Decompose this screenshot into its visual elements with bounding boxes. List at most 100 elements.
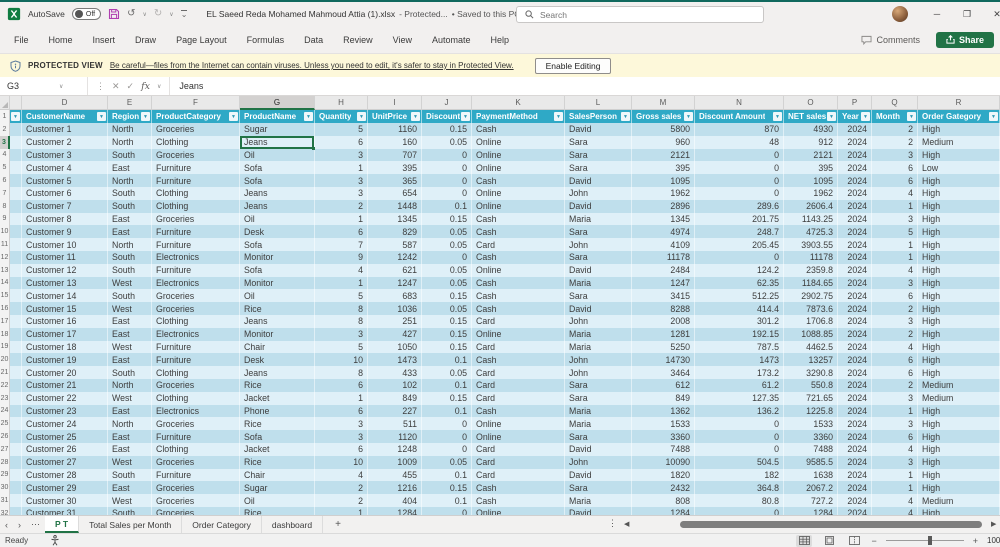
cell[interactable]: 4	[872, 442, 918, 456]
column-letter-E[interactable]: E	[108, 96, 152, 110]
cell[interactable]: 2008	[632, 314, 695, 328]
column-letter-R[interactable]: R	[918, 96, 1000, 110]
row-number-2[interactable]: 2	[0, 123, 10, 136]
save-icon[interactable]	[108, 8, 120, 20]
cell[interactable]: Customer 2	[22, 135, 108, 149]
cell[interactable]: Rice	[240, 506, 315, 515]
cell[interactable]	[10, 276, 22, 290]
cell[interactable]: Card	[472, 340, 565, 354]
cell[interactable]: 13257	[784, 353, 838, 367]
cell[interactable]: 10	[315, 353, 368, 367]
column-header[interactable]: Year ▼	[838, 110, 872, 123]
row-number-14[interactable]: 14	[0, 276, 10, 290]
cell[interactable]: 3360	[784, 430, 838, 443]
cell[interactable]: Customer 9	[22, 225, 108, 239]
cell[interactable]: High	[918, 327, 1000, 341]
select-all-corner[interactable]	[0, 96, 10, 110]
cell[interactable]: 3360	[632, 430, 695, 443]
cell[interactable]	[10, 174, 22, 187]
cell[interactable]: 511	[368, 417, 422, 431]
column-header[interactable]: Order Gategory ▼	[918, 110, 1000, 123]
cell[interactable]: Clothing	[152, 135, 240, 149]
cell[interactable]: Chair	[240, 340, 315, 354]
cell[interactable]: East	[108, 442, 152, 456]
cell[interactable]: South	[108, 289, 152, 303]
cell[interactable]: 829	[368, 225, 422, 239]
ribbon-tab-draw[interactable]: Draw	[135, 34, 157, 45]
cell[interactable]: David	[565, 506, 632, 515]
zoom-in-icon[interactable]: +	[972, 535, 978, 546]
column-header[interactable]: ProductCategory ▼	[152, 110, 240, 123]
cell[interactable]: 0	[695, 161, 784, 175]
zoom-out-icon[interactable]: −	[871, 535, 877, 546]
cell[interactable]: West	[108, 494, 152, 507]
cell[interactable]: Customer 29	[22, 481, 108, 495]
row-number-15[interactable]: 15	[0, 289, 10, 303]
cell[interactable]: 3	[315, 417, 368, 431]
cell[interactable]: North	[108, 378, 152, 392]
cell[interactable]: 2024	[838, 404, 872, 418]
cell[interactable]: Sara	[565, 161, 632, 175]
cell[interactable]: David	[565, 199, 632, 213]
cell[interactable]: High	[918, 442, 1000, 456]
cell[interactable]: Customer 31	[22, 506, 108, 515]
cell[interactable]: 427	[368, 327, 422, 341]
cell[interactable]: 912	[784, 135, 838, 149]
cell[interactable]: 5	[315, 123, 368, 136]
column-header[interactable]: UnitPrice ▼	[368, 110, 422, 123]
filter-icon[interactable]: ▼	[684, 112, 693, 121]
cell[interactable]: High	[918, 212, 1000, 226]
cell[interactable]: 10090	[632, 455, 695, 469]
cell[interactable]: East	[108, 353, 152, 367]
cell[interactable]: Cash	[472, 404, 565, 418]
cell[interactable]: 1533	[632, 417, 695, 431]
cell[interactable]: Groceries	[152, 289, 240, 303]
cell[interactable]: 1	[872, 238, 918, 251]
cell[interactable]	[10, 327, 22, 341]
cell[interactable]: 1	[315, 161, 368, 175]
cell[interactable]: Sara	[565, 378, 632, 392]
cell[interactable]: David	[565, 174, 632, 187]
cell[interactable]: Clothing	[152, 314, 240, 328]
cell[interactable]: 0.15	[422, 314, 472, 328]
cell[interactable]: 4974	[632, 225, 695, 239]
cell[interactable]: Customer 27	[22, 455, 108, 469]
cell[interactable]: 1036	[368, 302, 422, 315]
cell[interactable]: Furniture	[152, 430, 240, 443]
column-header[interactable]: PaymentMethod ▼	[472, 110, 565, 123]
cell[interactable]: 0.05	[422, 455, 472, 469]
cell[interactable]: Groceries	[152, 455, 240, 469]
cell[interactable]: 1160	[368, 123, 422, 136]
filter-icon[interactable]: ▼	[11, 112, 20, 121]
cell[interactable]: 2024	[838, 276, 872, 290]
sheet-tab-p-t[interactable]: P T	[45, 516, 80, 533]
cell[interactable]: Electronics	[152, 327, 240, 341]
cell[interactable]: 395	[784, 161, 838, 175]
row-number-8[interactable]: 8	[0, 199, 10, 213]
cell[interactable]: Rice	[240, 417, 315, 431]
zoom-slider-thumb[interactable]	[927, 536, 932, 545]
cell[interactable]: Online	[472, 199, 565, 213]
cell[interactable]: Maria	[565, 212, 632, 226]
cell[interactable]: Maria	[565, 276, 632, 290]
cell[interactable]: 8	[315, 302, 368, 315]
cell[interactable]: 707	[368, 148, 422, 162]
cell[interactable]: 1284	[368, 506, 422, 515]
minimize-icon[interactable]: ─	[933, 9, 941, 19]
cell[interactable]: 4	[872, 340, 918, 354]
cell[interactable]: Furniture	[152, 468, 240, 482]
cell[interactable]: 2	[872, 327, 918, 341]
cell[interactable]: 0	[422, 417, 472, 431]
cell[interactable]: Customer 12	[22, 263, 108, 277]
cell[interactable]: 1638	[784, 468, 838, 482]
cell[interactable]: South	[108, 148, 152, 162]
cell[interactable]: 7488	[784, 442, 838, 456]
cell[interactable]	[10, 417, 22, 431]
filter-icon[interactable]: ▼	[141, 112, 150, 121]
cell[interactable]: 289.6	[695, 199, 784, 213]
cell[interactable]: 1284	[784, 506, 838, 515]
cell[interactable]: Phone	[240, 404, 315, 418]
filter-icon[interactable]: ▼	[621, 112, 630, 121]
cell[interactable]: 3	[872, 276, 918, 290]
cell[interactable]: 364.8	[695, 481, 784, 495]
